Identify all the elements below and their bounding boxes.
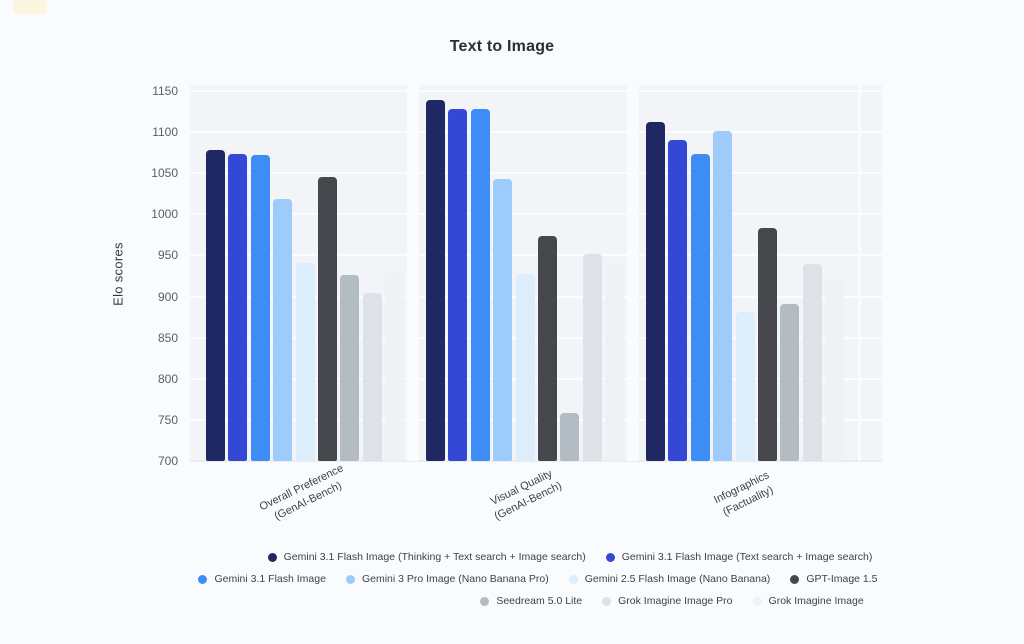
x-axis-label-line: (Factuality)	[720, 483, 776, 519]
gridline-850	[190, 336, 882, 339]
legend-dot-icon	[790, 574, 800, 584]
y-tick-750: 750	[157, 412, 178, 427]
legend-item: Seedream 5.0 Lite	[480, 595, 582, 607]
legend-item: Gemini 2.5 Flash Image (Nano Banana)	[568, 573, 771, 585]
legend-label: Gemini 3.1 Flash Image	[214, 573, 326, 585]
legend-row-1: Gemini 3.1 Flash Image Gemini 3 Pro Image…	[198, 573, 878, 585]
legend-label: GPT-Image 1.5	[806, 573, 878, 585]
gridline-1050	[190, 172, 882, 175]
legend-label: Gemini 2.5 Flash Image (Nano Banana)	[584, 573, 771, 585]
gridline-1100	[190, 131, 882, 134]
bar	[560, 413, 580, 461]
bar	[228, 154, 248, 461]
bar	[493, 178, 513, 461]
bar	[668, 140, 688, 461]
legend-label: Grok Imagine Image Pro	[618, 595, 733, 607]
legend-dot-icon	[345, 574, 355, 584]
legend-item: Gemini 3.1 Flash Image (Thinking + Text …	[267, 551, 586, 563]
legend-dot-icon	[198, 574, 208, 584]
chart-title: Text to Image	[449, 38, 555, 55]
gridline-700	[190, 460, 882, 462]
y-tick-1000: 1000	[151, 207, 178, 222]
bar	[206, 150, 225, 461]
legend-label: Grok Imagine Image	[768, 595, 864, 607]
y-tick-1150: 1150	[152, 84, 178, 98]
bar	[470, 109, 490, 461]
bar	[317, 176, 337, 461]
legend-dot-icon	[267, 552, 277, 562]
legend-dot-icon	[605, 552, 615, 562]
y-tick-850: 850	[157, 330, 178, 345]
bar	[713, 131, 733, 461]
bar	[780, 303, 800, 461]
legend-label: Gemini 3 Pro Image (Nano Banana Pro)	[361, 573, 549, 585]
gridline-900	[190, 295, 882, 298]
y-tick-800: 800	[157, 371, 178, 386]
gridline-800	[190, 377, 882, 380]
legend-dot-icon	[602, 596, 612, 606]
group-separator	[627, 85, 639, 461]
legend-item: Grok Imagine Image	[752, 595, 864, 607]
legend-label: Gemini 3.1 Flash Image (Text search + Im…	[621, 551, 873, 563]
bar	[273, 198, 293, 461]
bar	[515, 273, 535, 461]
bar-group-0	[206, 85, 404, 461]
legend-row-2: Seedream 5.0 Lite Grok Imagine Image Pro G…	[480, 595, 864, 607]
chart-legend: Gemini 3.1 Flash Image (Thinking + Text …	[0, 551, 1024, 607]
bar	[295, 262, 315, 461]
top-left-artifact	[13, 0, 47, 14]
bar	[448, 109, 468, 461]
bar-group-2	[646, 85, 844, 461]
group-separator	[407, 85, 419, 461]
group-separator	[858, 85, 861, 461]
bar	[340, 275, 360, 461]
bar	[362, 293, 382, 461]
gridline-1000	[190, 213, 882, 216]
legend-row-0: Gemini 3.1 Flash Image (Thinking + Text …	[267, 551, 873, 563]
legend-item: GPT-Image 1.5	[790, 573, 878, 585]
plot-area	[190, 85, 882, 462]
legend-label: Seedream 5.0 Lite	[496, 595, 583, 607]
bar	[825, 279, 844, 461]
y-tick-950: 950	[157, 248, 178, 263]
bar	[250, 155, 270, 461]
bar	[605, 263, 624, 461]
legend-dot-icon	[480, 596, 490, 606]
legend-item: Grok Imagine Image Pro	[602, 595, 733, 607]
legend-dot-icon	[568, 574, 578, 584]
bar	[802, 263, 822, 461]
y-tick-1100: 1100	[152, 125, 178, 140]
bar	[426, 100, 445, 461]
bar	[537, 235, 557, 461]
bar	[646, 122, 665, 461]
x-axis-label-line: (GenAI-Bench)	[492, 479, 564, 523]
x-axis-label-line: (GenAI-Bench)	[272, 479, 344, 523]
legend-item: Gemini 3.1 Flash Image	[198, 573, 326, 585]
legend-label: Gemini 3.1 Flash Image (Thinking + Text …	[283, 551, 586, 563]
bar	[690, 154, 710, 461]
y-tick-900: 900	[157, 289, 178, 304]
legend-item: Gemini 3 Pro Image (Nano Banana Pro)	[345, 573, 549, 585]
legend-item: Gemini 3.1 Flash Image (Text search + Im…	[605, 551, 873, 563]
bar	[582, 253, 602, 461]
y-tick-1050: 1050	[151, 166, 178, 181]
bar	[735, 312, 755, 461]
legend-dot-icon	[752, 596, 762, 606]
gridline-950	[190, 254, 882, 257]
bar	[757, 227, 777, 461]
gridline-750	[190, 418, 882, 421]
bar-group-1	[426, 85, 624, 461]
gridline-1150	[190, 90, 882, 92]
y-tick-700: 700	[157, 454, 178, 468]
bar	[385, 271, 404, 461]
